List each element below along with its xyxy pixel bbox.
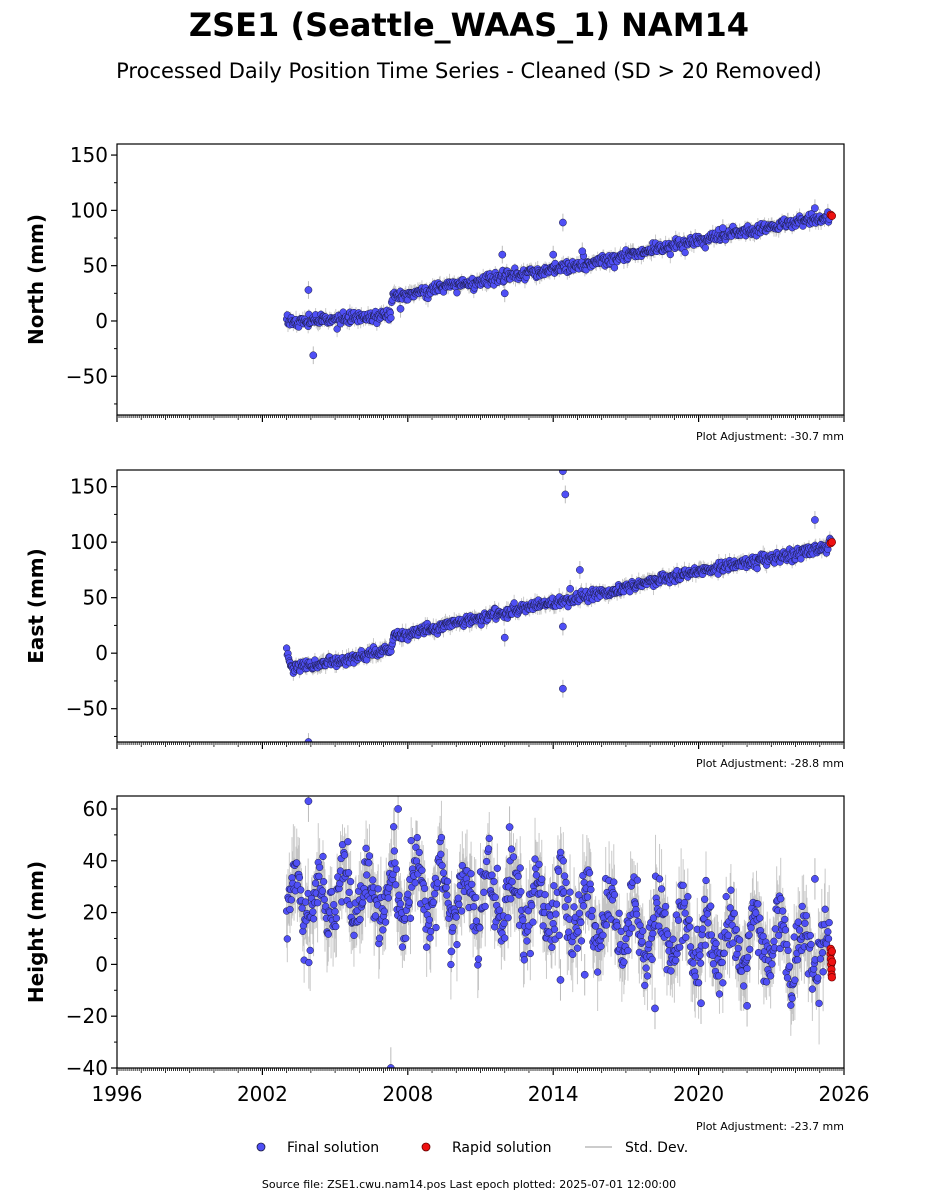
final-point	[311, 879, 320, 887]
y-tick-label: −50	[66, 364, 108, 388]
axes-frame	[116, 469, 845, 743]
final-point	[510, 599, 518, 607]
final-point	[287, 896, 295, 904]
outlier-point	[559, 470, 567, 475]
final-point	[363, 871, 371, 879]
y-tick-label: 150	[70, 475, 108, 499]
y-tick-label: 0	[95, 641, 108, 665]
plot-area-3	[282, 796, 837, 1068]
rapid-point	[827, 538, 836, 547]
final-point	[315, 872, 323, 880]
outlier-point	[718, 224, 727, 232]
final-point	[346, 877, 355, 886]
outlier-point	[566, 584, 575, 593]
y-tick-label: 50	[83, 586, 108, 610]
y-tick-label: 100	[70, 530, 108, 554]
final-point	[666, 250, 674, 259]
final-point	[610, 264, 619, 272]
outlier-point	[559, 684, 567, 693]
final-points	[282, 204, 833, 360]
outlier-point	[576, 566, 584, 574]
final-point	[319, 852, 327, 861]
final-point	[309, 915, 318, 923]
final-point	[344, 838, 352, 846]
y-tick-label: 50	[83, 254, 108, 278]
final-point	[356, 915, 364, 924]
final-point	[298, 904, 306, 912]
outlier-point	[304, 738, 313, 742]
final-point	[330, 901, 338, 909]
final-point	[295, 873, 304, 882]
y-axis-label: East (mm)	[24, 548, 48, 664]
figure-subtitle: Processed Daily Position Time Series - C…	[116, 59, 822, 83]
outlier-point	[811, 516, 819, 524]
outlier-point	[498, 250, 507, 259]
rapid-point	[827, 211, 836, 220]
panels-group: −50 0 50 100 150 North (mm) Plot Adjustment: -…	[24, 143, 869, 1133]
final-point	[345, 888, 353, 897]
final-point	[453, 289, 461, 297]
final-point	[331, 907, 339, 916]
y-tick-label: 0	[95, 309, 108, 333]
final-point	[365, 852, 374, 860]
outlier-point	[559, 218, 567, 227]
final-points	[282, 797, 833, 1068]
final-point	[359, 899, 367, 907]
final-point	[332, 914, 341, 922]
outlier-point	[500, 633, 509, 642]
outlier-point	[309, 351, 318, 360]
outlier-point	[561, 490, 570, 499]
y-tick-label: −50	[66, 697, 108, 721]
final-point	[362, 844, 370, 853]
final-point	[344, 869, 353, 877]
panel-1: −50 0 50 100 150 North (mm) Plot Adjustment: -…	[24, 143, 845, 443]
plot-adjustment-label: Plot Adjustment: -28.8 mm	[696, 757, 844, 770]
final-point	[309, 908, 317, 916]
final-point	[301, 898, 310, 906]
final-point	[306, 946, 314, 955]
final-point	[318, 887, 326, 895]
final-point	[333, 325, 341, 333]
final-point	[293, 859, 301, 867]
y-tick-label: 150	[70, 143, 108, 167]
final-point	[332, 922, 340, 931]
final-point	[797, 555, 805, 563]
final-point	[681, 248, 689, 257]
outlier-point	[304, 286, 313, 294]
outlier-point	[811, 204, 819, 213]
final-point	[369, 876, 377, 884]
plot-area-2	[282, 470, 836, 742]
final-point	[340, 851, 349, 859]
final-point	[324, 930, 333, 938]
final-points	[282, 470, 835, 742]
final-point	[305, 958, 313, 967]
figure-title: ZSE1 (Seattle_WAAS_1) NAM14	[189, 6, 749, 44]
outlier-point	[500, 289, 509, 298]
outlier-point	[578, 247, 587, 256]
final-point	[286, 905, 294, 914]
outlier-point	[549, 250, 558, 259]
final-point	[701, 244, 709, 252]
final-point	[365, 859, 373, 867]
final-point	[320, 895, 328, 904]
y-axis-label: North (mm)	[24, 214, 48, 345]
final-point	[283, 935, 291, 943]
outlier-point	[559, 622, 567, 631]
panel-2: −50 0 50 100 150 East (mm) Plot Adjustment: -2…	[24, 469, 845, 770]
final-point	[753, 564, 761, 573]
final-point	[320, 878, 328, 886]
final-point	[297, 886, 305, 894]
plot-adjustment-label: Plot Adjustment: -30.7 mm	[696, 430, 844, 443]
final-point	[387, 314, 395, 322]
outlier-point	[396, 304, 405, 313]
plot-area-1	[282, 199, 836, 365]
final-point	[315, 863, 324, 872]
final-point	[350, 931, 358, 939]
y-tick-label: 100	[70, 198, 108, 222]
final-point	[313, 899, 322, 907]
